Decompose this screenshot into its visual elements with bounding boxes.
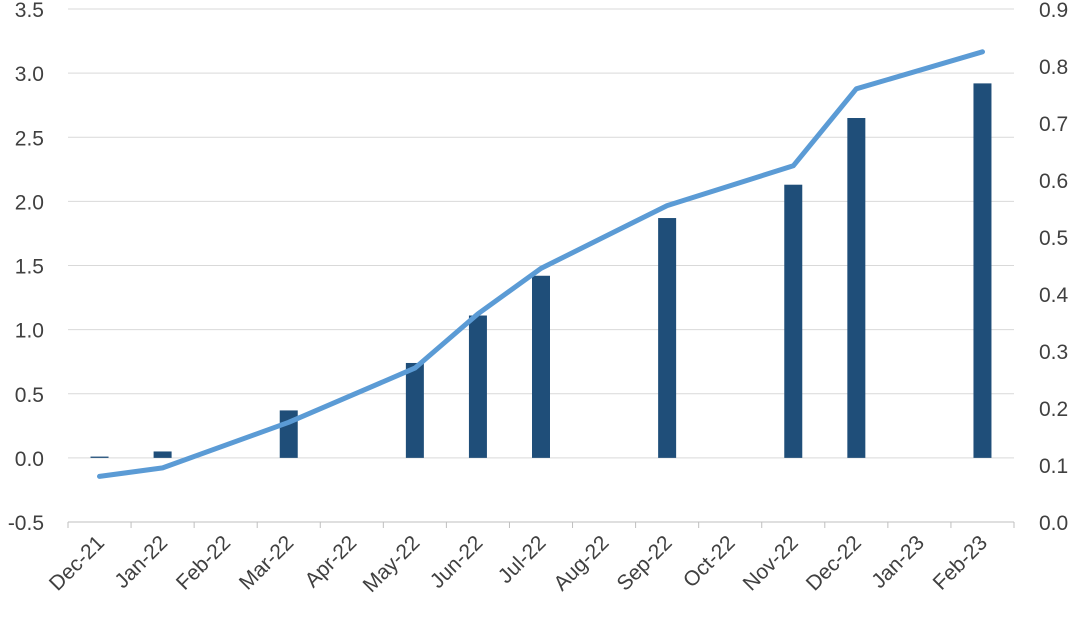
bar	[90, 456, 109, 458]
x-tick-label: Dec-21	[45, 531, 109, 595]
y-left-tick-label: 2.5	[15, 127, 44, 150]
x-tick-label: May-22	[359, 531, 425, 597]
x-tick-label: Oct-22	[679, 531, 740, 592]
x-tick-label: Aug-22	[549, 531, 613, 595]
bar	[532, 275, 550, 458]
x-tick-label: Jun-22	[426, 531, 488, 593]
x-tick-label: Apr-22	[301, 531, 362, 592]
y-left-tick-label: 3.5	[15, 0, 44, 22]
x-tick-label: Dec-22	[802, 531, 866, 595]
x-tick-label: Mar-22	[235, 531, 298, 594]
bar	[847, 118, 866, 458]
y-right-tick-label: 0.4	[1039, 284, 1069, 307]
bar-series	[90, 83, 992, 458]
y-left-tick-label: 1.5	[15, 256, 44, 279]
y-left-tick-label: -0.5	[8, 512, 44, 535]
x-tick-label: Jul-22	[494, 531, 551, 588]
y-right-tick-label: 0.8	[1039, 56, 1068, 79]
y-left-tick-label: 0.0	[15, 448, 44, 471]
bar	[153, 451, 172, 458]
y-axis-right-ticks: 0.0 0.1 0.2 0.3 0.4 0.5 0.6 0.7 0.8 0.9	[1039, 0, 1069, 535]
y-right-tick-label: 0.6	[1039, 170, 1068, 193]
y-left-tick-label: 3.0	[15, 63, 44, 86]
bar	[973, 83, 992, 458]
bar	[468, 315, 487, 458]
x-tick-label: Feb-23	[929, 531, 992, 594]
y-left-tick-label: 1.0	[15, 320, 44, 343]
x-tick-label: Jan-22	[110, 531, 172, 593]
x-tick-label: Jan-23	[867, 531, 929, 593]
x-axis	[67, 521, 1015, 528]
bar	[405, 362, 424, 458]
y-right-tick-label: 0.2	[1039, 398, 1068, 421]
line-series	[97, 49, 985, 479]
y-left-tick-label: 0.5	[15, 384, 44, 407]
y-right-tick-label: 0.5	[1039, 227, 1068, 250]
y-axis-left-ticks: -0.5 0.0 0.5 1.0 1.5 2.0 2.5 3.0 3.5	[8, 0, 44, 535]
x-tick-label: Nov-22	[739, 531, 803, 595]
y-right-tick-label: 0.3	[1039, 341, 1068, 364]
x-tick-label: Feb-22	[172, 531, 235, 594]
y-right-tick-label: 0.7	[1039, 113, 1068, 136]
y-right-tick-label: 0.1	[1039, 455, 1068, 478]
bar	[658, 218, 677, 458]
y-right-tick-label: 0.9	[1039, 0, 1068, 22]
x-tick-label: Sep-22	[613, 531, 677, 595]
y-left-tick-label: 2.0	[15, 191, 44, 214]
line-path	[97, 49, 985, 479]
bar	[784, 184, 803, 458]
y-right-tick-label: 0.0	[1039, 512, 1068, 535]
